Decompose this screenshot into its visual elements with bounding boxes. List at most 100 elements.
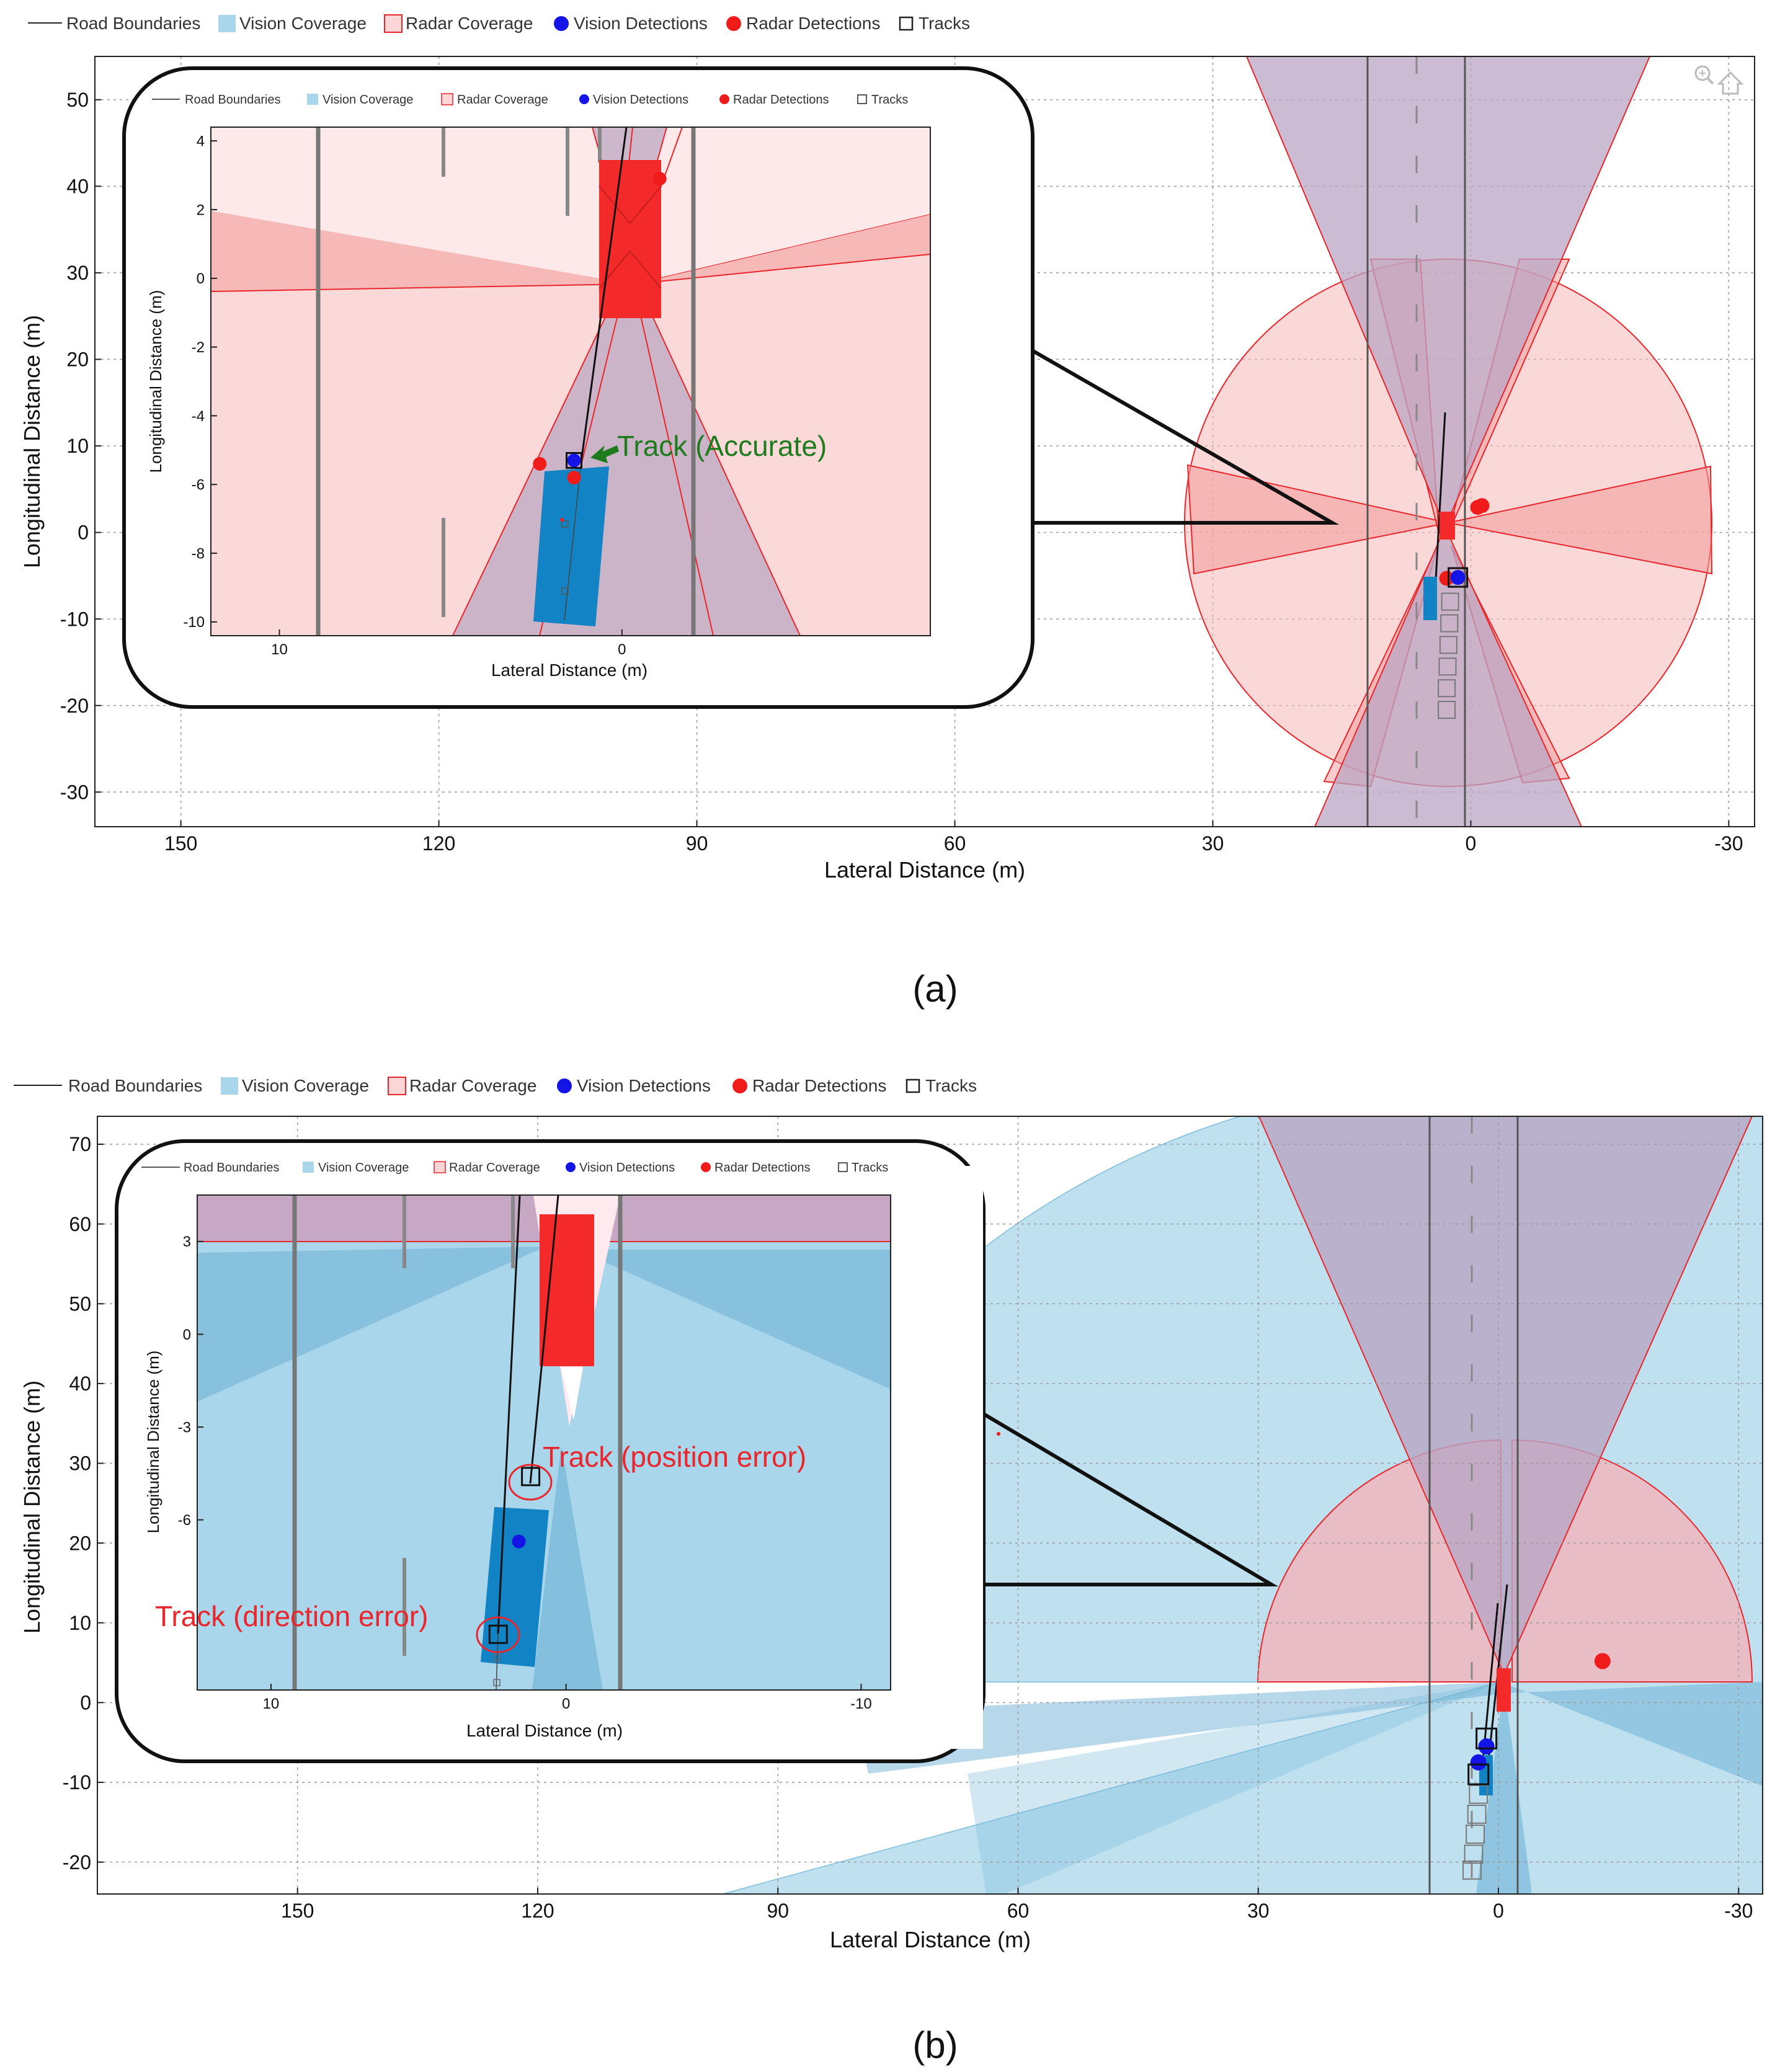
inset-a-ytick-label-7: -10 (183, 614, 205, 631)
inset-clear-region (211, 127, 930, 284)
main-a-xtick-label-0: 150 (164, 832, 197, 855)
callout-connector-b (982, 1412, 1278, 1586)
legend-b: Road Boundaries Vision Coverage Radar Co… (14, 1076, 977, 1095)
inset-vision-band-right (577, 1250, 891, 1389)
ylabel-b: Longitudinal Distance (m) (19, 1381, 45, 1634)
legend-vision-det-marker (554, 16, 569, 31)
plot-frame-a (94, 56, 1755, 827)
inset-detections-b (488, 1467, 541, 1644)
legend-radar-det-label: Radar Detections (746, 14, 880, 33)
inset-a-ytick-label-0: 4 (197, 133, 205, 150)
inset-plot-frame-b (197, 1194, 891, 1691)
annotation-accurate: Track (Accurate) (590, 430, 827, 463)
main-b-ytick-label-9: -20 (63, 1851, 91, 1874)
xlabel-a: Lateral Distance (m) (824, 857, 1025, 883)
panel-a: Road Boundaries Vision Coverage Radar Co… (19, 14, 1755, 1010)
main-b-vision-detection-0 (1478, 1738, 1495, 1755)
inset-legend-radar: Radar Coverage (457, 93, 548, 107)
position-error-label: Track (position error) (543, 1441, 806, 1473)
inset-road-a (316, 127, 696, 636)
inset-legend-tracks-b: Tracks (852, 1161, 888, 1175)
panel-label-a: (a) (912, 968, 958, 1010)
inset-target-vehicle-mark (599, 185, 662, 225)
inset-b-ytick-label-3: -6 (178, 1512, 191, 1529)
legend-track-label-b: Tracks (925, 1076, 977, 1095)
main-b-track-0 (1475, 1727, 1498, 1750)
inset-b-ytick-label-1: 0 (183, 1327, 191, 1343)
inset-legend-radar-det: Radar Detections (733, 93, 829, 107)
legend-vision-label-b: Vision Coverage (242, 1076, 369, 1095)
main-b-ytick-label-7: 0 (80, 1692, 91, 1714)
main-a-xtick-label-1: 120 (422, 832, 455, 855)
main-b-ytick-label-6: 10 (69, 1612, 91, 1634)
direction-error-label: Track (direction error) (155, 1600, 428, 1632)
inset-a-radar-detection-1 (567, 471, 581, 485)
main-a-ytick-label-1: 40 (66, 176, 89, 198)
inset-a-radar-detection-0 (533, 456, 547, 471)
legend-vision-label: Vision Coverage (239, 14, 367, 33)
legend-radar-label: Radar Coverage (406, 14, 533, 33)
position-error-circle (508, 1464, 553, 1501)
annotation-position-error: Track (position error) (508, 1441, 806, 1501)
inset-legend-vision-det: Vision Detections (593, 93, 688, 107)
inset-a-track-0 (566, 451, 583, 469)
legend-radar-det-marker-b (732, 1078, 747, 1093)
home-icon[interactable] (1717, 71, 1744, 95)
inset-target-vehicle-a (599, 160, 661, 318)
main-a-track-history-1 (1440, 614, 1459, 633)
detections-a (1438, 498, 1490, 719)
main-b-vision-detection-1 (1470, 1754, 1487, 1771)
panel-b: Road Boundaries Vision Coverage Radar Co… (14, 1076, 1763, 2066)
radar-coverage-right-wedge (1448, 465, 1713, 575)
legend-road-label: Road Boundaries (66, 14, 200, 33)
inset-a: Road Boundaries Vision Coverage Radar Co… (122, 66, 1035, 709)
inset-b-xtick-label-0: 10 (263, 1696, 280, 1712)
legend-a: Road Boundaries Vision Coverage Radar Co… (28, 14, 970, 33)
inset-plot-frame-a (210, 127, 931, 636)
main-a-ytick-label-3: 20 (66, 349, 89, 371)
legend-track-label: Tracks (919, 14, 970, 33)
direction-error-circle (476, 1616, 520, 1653)
main-a-track-history-0 (1441, 592, 1459, 611)
long-range-cone-bottom (1314, 525, 1583, 827)
main-b-track-history-0 (1469, 1784, 1489, 1804)
coverage-a (1184, 56, 1713, 827)
inset-b-track-0 (521, 1467, 541, 1487)
inset-ego-trajectory-b (497, 1195, 521, 1634)
inset-legend-road-b: Road Boundaries (184, 1161, 280, 1175)
xlabel-b: Lateral Distance (m) (830, 1927, 1031, 1952)
main-a-ytick-label-2: 30 (66, 262, 89, 284)
legend-radar-det-label-b: Radar Detections (752, 1076, 886, 1095)
legend-vision-swatch (218, 15, 236, 32)
main-a-radar-detection-0 (1439, 571, 1454, 586)
inset-a-ytick-label-5: -6 (192, 477, 205, 494)
inset-legend-vision-b: Vision Coverage (318, 1161, 409, 1175)
target-vehicle-a (1440, 512, 1455, 540)
main-b-xtick-label-4: 30 (1247, 1900, 1270, 1922)
inset-target-vehicle-mark-2 (599, 250, 662, 289)
main-b-ytick-label-3: 40 (69, 1372, 91, 1395)
inset-target-vehicle-b (540, 1214, 594, 1366)
ego-vehicle-a (1423, 577, 1437, 620)
main-b-ytick-label-5: 20 (69, 1532, 91, 1554)
inset-legend-vision-det-b: Vision Detections (579, 1161, 675, 1175)
inset-axes-a: 10 0 4 2 0 -2 -4 -6 -8 -10 (183, 133, 626, 658)
zoom-in-icon[interactable] (1694, 65, 1714, 85)
main-a-track-history-4 (1438, 679, 1456, 698)
legend-radar-label-b: Radar Coverage (409, 1076, 536, 1095)
main-b-track-history-2 (1466, 1825, 1485, 1844)
inset-a-ytick-label-2: 0 (197, 270, 205, 287)
panel-label-b: (b) (912, 2024, 958, 2066)
legend-radar-det-marker (726, 16, 741, 31)
inset-legend-road: Road Boundaries (185, 93, 281, 107)
main-a-track-history-2 (1439, 636, 1457, 654)
stray-radar-point (997, 1432, 1000, 1436)
radar-coverage-left-wedge (1186, 464, 1449, 575)
legend-radar-swatch-b (388, 1077, 406, 1095)
main-a-ytick-label-4: 10 (66, 435, 89, 457)
main-b-track-history-4 (1462, 1861, 1482, 1880)
main-b-ytick-label-4: 30 (69, 1452, 91, 1475)
